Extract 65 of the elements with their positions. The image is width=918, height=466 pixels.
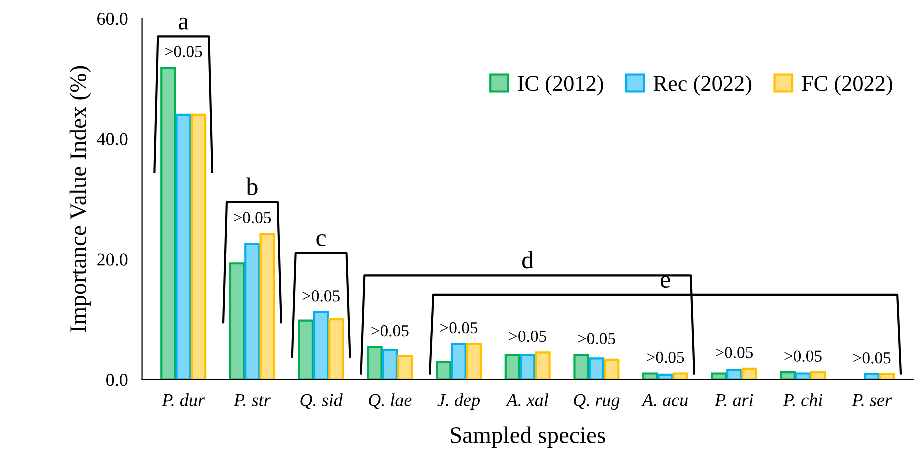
annotation: e xyxy=(660,276,670,288)
y-tick-label: 60.0 xyxy=(98,12,128,26)
bar xyxy=(642,372,658,380)
x-tick-label: P. str xyxy=(234,394,271,406)
bar xyxy=(795,372,812,380)
y-tick-label: 40.0 xyxy=(97,133,128,146)
bar xyxy=(260,233,276,380)
bar xyxy=(588,358,605,380)
bar xyxy=(451,343,467,380)
annotation: >0.05 xyxy=(854,352,891,364)
bar xyxy=(229,262,246,380)
x-tick-label: Q. sid xyxy=(300,394,343,410)
bar xyxy=(328,318,344,380)
bar xyxy=(397,355,414,380)
annotation: >0.05 xyxy=(784,350,822,362)
annotation: d xyxy=(522,251,534,269)
bar xyxy=(604,358,620,380)
bar xyxy=(711,372,728,380)
legend-label: Rec (2022) xyxy=(654,76,752,96)
y-tick-label: 20.0 xyxy=(98,254,128,266)
x-tick-label: P. ari xyxy=(714,394,754,406)
bar xyxy=(367,346,383,380)
annotation: >0.05 xyxy=(716,347,754,358)
bar xyxy=(535,352,551,380)
bar xyxy=(742,368,758,380)
bar xyxy=(726,369,742,380)
annotation: b xyxy=(246,178,258,196)
x-tick-label: P. chi xyxy=(783,394,823,406)
bar xyxy=(298,320,314,380)
bar xyxy=(466,343,482,380)
bar xyxy=(244,243,260,380)
annotation: >0.05 xyxy=(440,322,478,334)
legend-label: FC (2022) xyxy=(802,76,892,96)
bar xyxy=(520,354,536,380)
bar xyxy=(160,66,176,380)
bar xyxy=(810,372,826,380)
bar xyxy=(436,361,452,380)
annotation: >0.05 xyxy=(165,46,202,58)
y-axis-title: Importance Value Index (%) xyxy=(70,66,92,332)
bar xyxy=(672,372,689,380)
x-tick-label: A. xal xyxy=(506,394,549,406)
bar xyxy=(313,311,330,380)
bar xyxy=(504,354,521,380)
annotation: >0.05 xyxy=(234,212,272,224)
x-tick-label: J. dep xyxy=(438,394,480,410)
bar xyxy=(574,354,590,380)
annotation: >0.05 xyxy=(647,352,684,364)
x-tick-label: A. acu xyxy=(642,394,688,406)
annotation: >0.05 xyxy=(372,325,409,337)
x-tick-label: P. ser xyxy=(852,394,892,406)
annotation: >0.05 xyxy=(578,333,616,345)
bar xyxy=(780,372,796,380)
y-tick-label: 0.0 xyxy=(106,374,128,386)
bar xyxy=(190,114,207,380)
x-axis-title: Sampled species xyxy=(451,426,606,448)
legend-label: IC (2012) xyxy=(518,76,604,96)
annotation: >0.05 xyxy=(302,290,340,302)
bar xyxy=(382,349,398,380)
x-tick-label: Q. lae xyxy=(369,394,412,410)
annotation: >0.05 xyxy=(509,330,546,342)
annotation: c xyxy=(316,234,326,247)
x-tick-label: P. dur xyxy=(162,394,206,406)
x-tick-label: Q. rug xyxy=(574,394,620,410)
annotation: a xyxy=(178,18,189,30)
bar xyxy=(176,114,192,380)
